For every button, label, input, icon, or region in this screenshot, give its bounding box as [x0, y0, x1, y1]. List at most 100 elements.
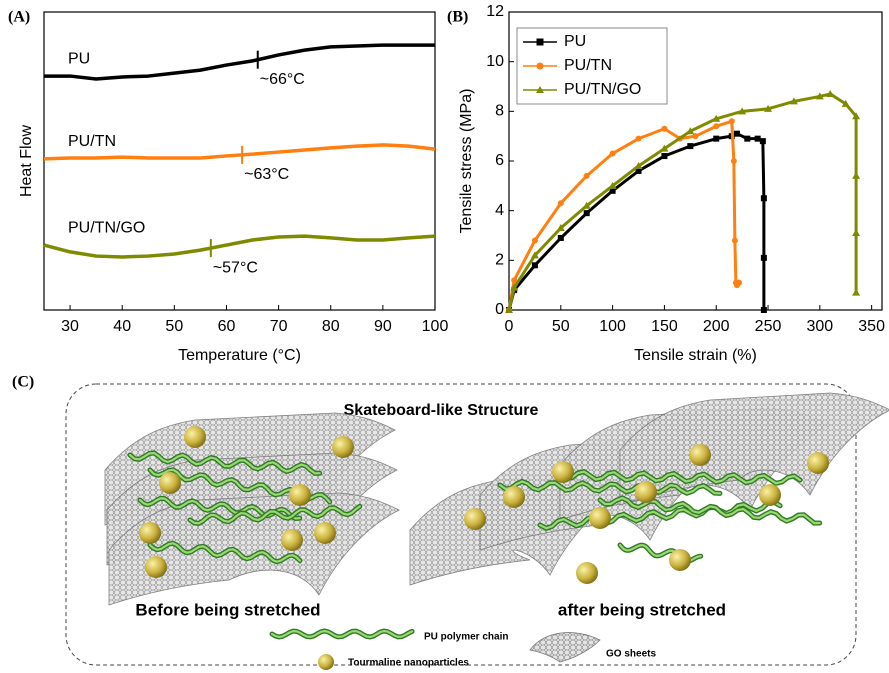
- x-tick-label: 50: [552, 318, 570, 335]
- marker: [764, 104, 773, 112]
- marker: [789, 97, 798, 105]
- illustration-frame: [65, 383, 857, 666]
- nanoparticle: [464, 508, 486, 530]
- marker: [634, 161, 643, 169]
- nanoparticle: [576, 562, 598, 584]
- marker: [635, 167, 642, 174]
- y-tick-label: 4: [495, 202, 504, 219]
- x-tick-label: 50: [165, 318, 183, 335]
- marker: [686, 127, 695, 135]
- marker: [557, 200, 564, 207]
- legend-marker: [536, 38, 544, 46]
- marker: [661, 125, 668, 132]
- legend-label: Tourmaline nanoparticles: [348, 658, 469, 669]
- marker: [660, 144, 669, 152]
- marker: [754, 135, 761, 142]
- x-tick-label: 60: [218, 318, 236, 335]
- marker: [852, 171, 861, 179]
- caption: Before being stretched: [135, 600, 320, 619]
- series-line: [43, 234, 436, 259]
- nanoparticle: [289, 484, 311, 506]
- marker: [557, 234, 564, 241]
- marker: [531, 262, 538, 269]
- illustration-title: Skateboard-like Structure: [344, 402, 539, 419]
- marker: [713, 123, 720, 130]
- nanoparticle: [314, 522, 336, 544]
- nanoparticle: [281, 529, 303, 551]
- marker: [738, 107, 747, 115]
- transition-label: ~57°C: [213, 259, 258, 276]
- x-axis-title: Temperature (°C): [178, 347, 301, 364]
- plot-frame: [43, 11, 436, 311]
- panel-label: (B): [447, 9, 468, 26]
- marker: [505, 306, 513, 313]
- marker: [583, 172, 590, 179]
- transition-label: ~63°C: [244, 166, 289, 183]
- marker: [728, 118, 735, 125]
- y-axis-title: Tensile stress (MPa): [458, 89, 475, 234]
- marker: [511, 277, 518, 284]
- legend-marker: [536, 62, 544, 70]
- panel-label: (A): [8, 9, 30, 26]
- marker: [760, 254, 767, 261]
- nanoparticle: [552, 461, 574, 483]
- nanoparticle: [139, 522, 161, 544]
- marker: [608, 181, 617, 189]
- marker: [609, 187, 616, 194]
- nanoparticle: [807, 452, 829, 474]
- y-tick-label: 6: [495, 152, 504, 169]
- x-tick-label: 70: [270, 318, 288, 335]
- marker: [731, 237, 738, 244]
- x-tick-label: 40: [113, 318, 131, 335]
- y-tick-label: 10: [486, 53, 504, 70]
- x-tick-label: 80: [322, 318, 340, 335]
- marker: [661, 153, 668, 160]
- series-label: PU: [68, 50, 90, 67]
- pu-chain: [498, 480, 721, 495]
- x-tick-label: 0: [505, 318, 514, 335]
- y-tick-label: 12: [486, 3, 504, 20]
- x-tick-label: 150: [651, 318, 678, 335]
- pu-chain: [598, 496, 821, 525]
- marker: [852, 229, 861, 237]
- nanoparticle: [689, 444, 711, 466]
- pu-chain: [148, 542, 301, 563]
- legend-label: PU/TN: [564, 57, 612, 74]
- y-axis-title: Heat Flow: [18, 125, 35, 197]
- legend-label: GO sheets: [606, 649, 656, 660]
- nanoparticle: [145, 556, 167, 578]
- nanoparticle: [503, 486, 525, 508]
- marker: [730, 158, 737, 164]
- marker: [826, 89, 835, 97]
- marker: [733, 130, 740, 137]
- caption: after being stretched: [558, 600, 726, 619]
- nanoparticle: [589, 507, 611, 529]
- marker: [530, 251, 539, 259]
- x-tick-label: 30: [61, 318, 79, 335]
- series-line: [507, 92, 858, 311]
- marker: [692, 133, 699, 140]
- nanoparticle: [184, 426, 206, 448]
- transition-label: ~66°C: [260, 71, 305, 88]
- go-sheet: [529, 632, 601, 663]
- marker: [531, 237, 538, 244]
- nanoparticle: [635, 481, 657, 503]
- x-tick-label: 350: [858, 318, 885, 335]
- marker: [759, 138, 766, 145]
- series-line: [43, 143, 436, 161]
- series-line: [507, 132, 766, 311]
- marker: [583, 210, 590, 217]
- marker: [582, 201, 591, 209]
- y-tick-label: 2: [495, 252, 504, 269]
- legend-marker: [536, 86, 544, 93]
- marker: [815, 92, 824, 100]
- pu-chain: [270, 629, 414, 639]
- legend-label: PU polymer chain: [424, 632, 508, 643]
- pu-chain: [558, 470, 802, 485]
- pu-chain: [188, 505, 361, 525]
- marker: [609, 150, 616, 157]
- series-label: PU/TN/GO: [68, 219, 145, 236]
- illustration: Skateboard-like Structure Before being s…: [65, 383, 889, 670]
